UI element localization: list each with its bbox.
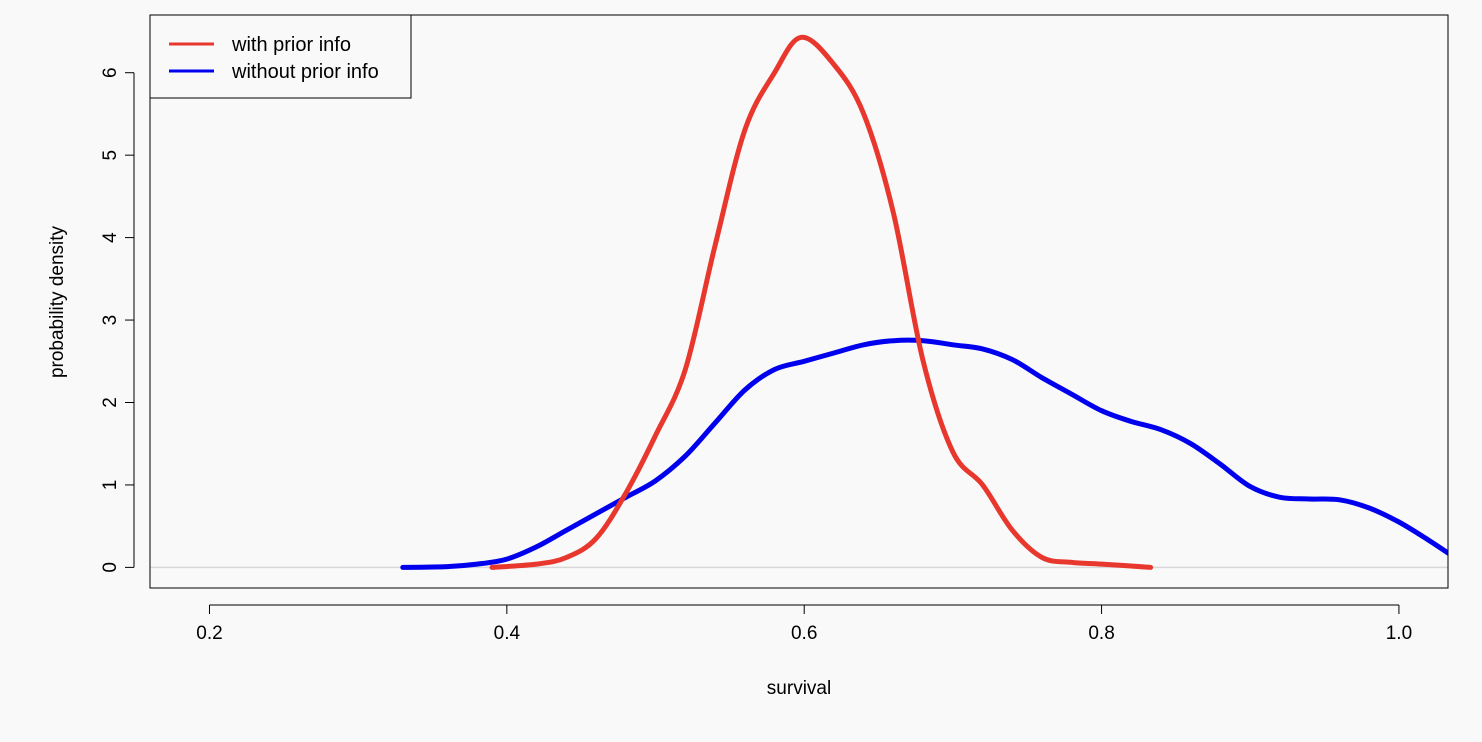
x-tick-label: 1.0 [1386, 623, 1412, 644]
y-axis: 0 1 2 3 4 5 6 [100, 67, 135, 573]
series-line-with-prior-info [489, 34, 1154, 570]
legend-box [149, 14, 412, 99]
plot-background [150, 15, 1448, 588]
y-tick-label: 6 [100, 67, 121, 78]
x-tick-label: 0.2 [196, 623, 222, 644]
x-axis: 0.2 0.4 0.6 0.8 1.0 [196, 604, 1412, 644]
legend: with prior info without prior info [149, 14, 412, 99]
legend-label: with prior info [231, 34, 351, 56]
x-tick-label: 0.4 [494, 623, 521, 644]
y-tick-label: 2 [100, 397, 121, 408]
y-tick-label: 3 [100, 315, 121, 326]
x-axis-label: survival [767, 678, 831, 699]
plot-frame [149, 14, 1449, 589]
series-line-without-prior-info [400, 337, 1448, 570]
y-axis-label: probability density [47, 225, 68, 378]
y-tick-label: 0 [100, 562, 121, 573]
y-tick-label: 5 [100, 150, 121, 161]
legend-label: without prior info [231, 61, 379, 83]
y-tick-label: 1 [100, 480, 121, 491]
x-tick-label: 0.8 [1088, 623, 1114, 644]
y-tick-label: 4 [100, 232, 121, 243]
x-tick-label: 0.6 [791, 623, 817, 644]
